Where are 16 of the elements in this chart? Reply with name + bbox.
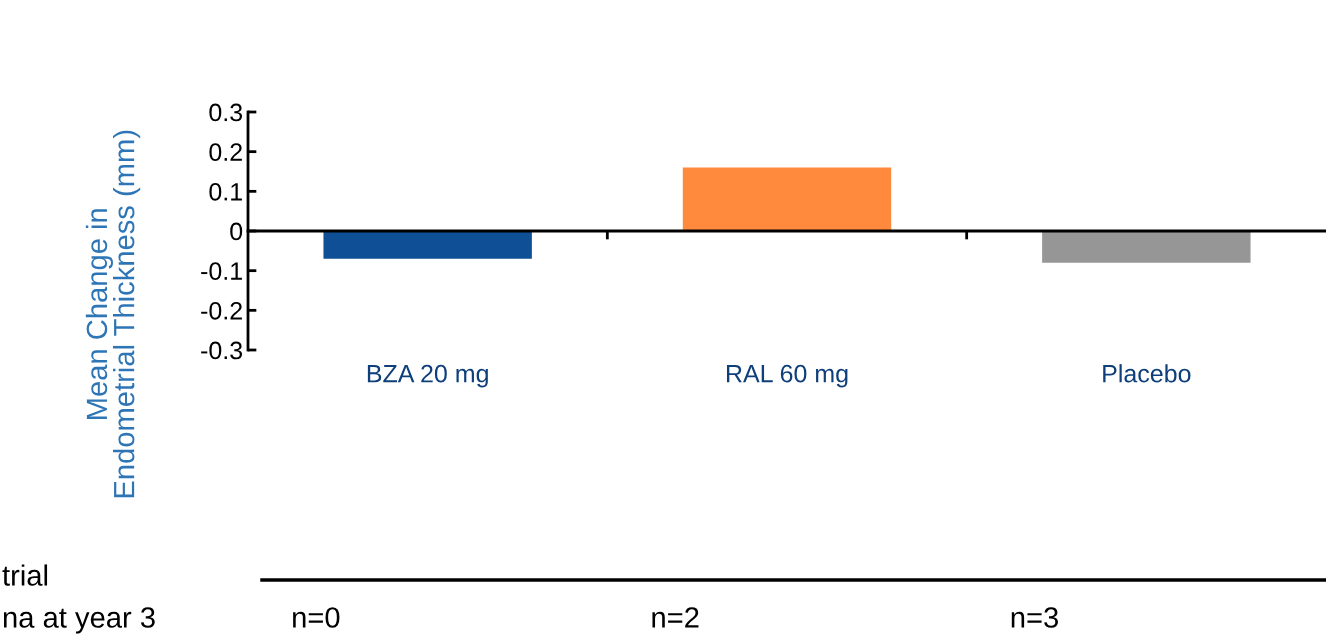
x-tick-label: Placebo xyxy=(1103,364,1191,383)
x-tick-label: RAL 60 mg xyxy=(726,364,848,388)
text: trial xyxy=(2,564,48,586)
y-tick-label: 0 xyxy=(230,222,243,241)
y-tick-label: 0.1 xyxy=(209,182,242,201)
text: n=0 xyxy=(293,607,340,628)
y-tick-label: -0.1 xyxy=(201,262,242,280)
x-tick-label: BZA 20 mg xyxy=(367,364,488,388)
y-tick-label: 0.3 xyxy=(209,103,243,122)
y-tick-label: -0.3 xyxy=(201,341,243,360)
y-tick-label: -0.2 xyxy=(201,301,242,320)
y-tick-label: 0.2 xyxy=(209,143,242,161)
text: na at year 3 xyxy=(3,607,155,634)
y-axis-title: Mean Change in Endometrial Thickness (mm) xyxy=(85,130,141,498)
text: n=2 xyxy=(652,607,699,628)
text: n=3 xyxy=(1011,607,1058,628)
